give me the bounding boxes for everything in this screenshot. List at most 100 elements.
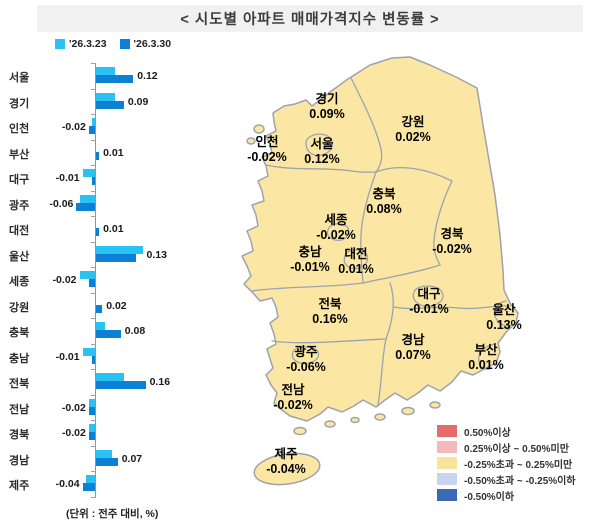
map-legend-swatch-icon: [437, 457, 457, 469]
bar-current-6: [96, 228, 100, 236]
island-south-5: [293, 426, 307, 436]
island-south-2: [401, 406, 415, 416]
bar-previous-2: [91, 118, 95, 126]
border-jeonbuk-east: [385, 282, 394, 340]
bar-row-label-3: 부산: [9, 148, 30, 161]
bar-value-label-4: -0.01: [55, 172, 80, 184]
axis-tick: [91, 292, 96, 294]
map-label-14: 전북 0.16%: [285, 297, 375, 327]
map-label-10: 울산 0.13%: [459, 303, 549, 333]
map-legend-swatch-icon: [437, 425, 457, 437]
bar-previous-0: [96, 67, 115, 75]
axis-tick: [91, 445, 96, 447]
bar-current-2: [88, 126, 95, 134]
map-legend-row-4: -0.50%이하: [437, 487, 576, 503]
island-south-6: [350, 416, 360, 424]
map-legend-swatch-icon: [437, 473, 457, 485]
bar-current-8: [88, 279, 95, 287]
bar-value-label-5: -0.06: [49, 197, 74, 210]
bar-row-label-6: 대전: [9, 225, 30, 237]
axis-tick: [91, 369, 96, 371]
map-legend-swatch-icon: [437, 441, 457, 453]
map-region-name: 전남: [281, 383, 305, 397]
bar-current-16: [82, 483, 95, 491]
bar-previous-14: [88, 424, 95, 432]
map-region-value: -0.01%: [290, 260, 330, 274]
border-ulsan: [493, 300, 513, 327]
bar-legend-item-1: '26.3.30: [119, 38, 172, 50]
legend-swatch-icon: [55, 39, 65, 49]
bar-row-label-12: 전북: [9, 378, 30, 390]
title-bar: < 시도별 아파트 매매가격지수 변동률 >: [37, 5, 583, 32]
jeju-island: [253, 452, 321, 486]
bar-chart: 서울 0.12 경기 0.09 인천 -0.02 부산 0.01 대구 -0.01 광주 -0.06 대…: [0, 0, 228, 527]
bar-previous-11: [82, 347, 95, 356]
bar-row-label-4: 대구: [9, 174, 30, 186]
map-region-value: -0.04%: [266, 462, 306, 476]
border-jeonnam-gyeongnam: [377, 338, 387, 406]
bar-value-label-6: 0.01: [103, 223, 124, 235]
bar-row-label-5: 광주: [9, 199, 30, 212]
axis-tick: [91, 165, 96, 167]
axis-tick: [91, 139, 96, 141]
border-gangwon-chungbuk: [375, 167, 453, 182]
bar-previous-15: [96, 449, 112, 458]
axis-tick: [91, 241, 96, 243]
korea-map-svg: [241, 56, 519, 486]
map-legend-row-0: 0.50%이상: [437, 423, 576, 439]
legend-label: '26.3.23: [69, 38, 107, 50]
map-region-value: 0.13%: [486, 318, 522, 332]
bar-row-label-2: 인천: [9, 123, 30, 135]
bar-current-15: [96, 457, 118, 466]
bar-previous-13: [88, 398, 95, 407]
bar-legend-item-0: '26.3.23: [55, 38, 107, 50]
map-region-value: 0.02%: [395, 130, 431, 144]
map-label-9: 대구 -0.01%: [384, 287, 474, 317]
map-region-name: 대전: [344, 247, 368, 261]
axis-tick: [91, 267, 96, 269]
bar-value-label-8: -0.02: [52, 274, 77, 286]
island-south-4: [324, 420, 336, 428]
map-legend-label: 0.50%이상: [464, 427, 511, 439]
map-legend-swatch-icon: [437, 489, 457, 501]
bar-row-label-7: 울산: [9, 250, 30, 263]
map-region-name: 서울: [310, 137, 334, 151]
map-region-name: 세종: [324, 213, 348, 227]
border-sejong: [326, 223, 350, 241]
bar-row-label-1: 경기: [9, 97, 30, 110]
map-region-value: 0.09%: [309, 107, 345, 121]
bar-current-7: [96, 253, 137, 262]
map-region-value: 0.08%: [366, 202, 402, 216]
map-legend-label: -0.25%초과 ~ 0.25%미만: [464, 459, 573, 471]
bar-previous-4: [82, 169, 95, 177]
bar-row-label-14: 경북: [9, 429, 30, 441]
map-region-value: 0.12%: [304, 152, 340, 166]
bar-current-12: [96, 381, 146, 389]
border-gyeongbuk-gyeongnam: [393, 305, 511, 310]
map-region-name: 전북: [318, 297, 342, 311]
border-jeonbuk-jeonnam: [271, 338, 387, 344]
map-label-15: 전남 -0.02%: [248, 383, 338, 413]
legend-label: '26.3.30: [133, 38, 172, 50]
bar-previous-1: [96, 92, 115, 101]
border-gyeongbuk-jeonbuk: [362, 264, 441, 284]
map-region-name: 강원: [401, 115, 425, 129]
bar-previous-16: [85, 475, 95, 483]
border-chungbuk-gyeongbuk: [433, 180, 453, 266]
axis-tick: [91, 496, 96, 498]
mainland-outline: [241, 56, 519, 422]
bar-row-label-16: 제주: [9, 480, 30, 492]
axis-tick: [91, 471, 96, 473]
border-seoul: [305, 133, 334, 157]
unit-note: (단위 : 전주 대비, %): [66, 508, 159, 520]
bar-previous-5: [79, 194, 95, 203]
map-region-name: 광주: [294, 345, 318, 359]
bar-current-0: [96, 75, 134, 83]
map-region-value: 0.16%: [312, 312, 348, 326]
map-region-value: -0.01%: [409, 302, 449, 316]
bar-chart-legend: '26.3.23 '26.3.30: [55, 38, 171, 50]
bar-current-11: [91, 355, 95, 364]
map-region-name: 경남: [401, 333, 425, 347]
bar-current-13: [88, 406, 95, 415]
bar-row-label-9: 강원: [9, 301, 30, 314]
